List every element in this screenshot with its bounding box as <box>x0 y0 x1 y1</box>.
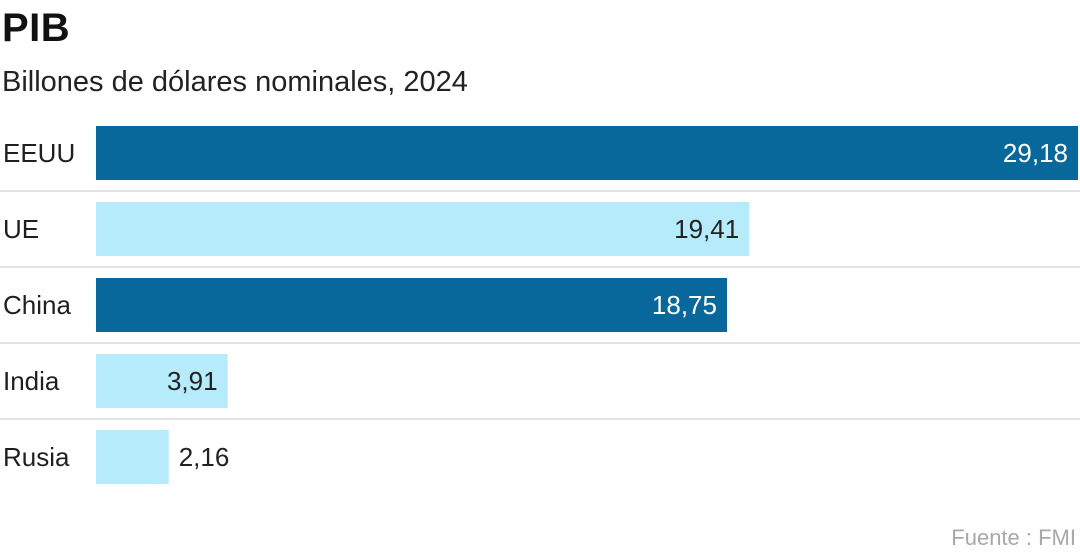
value-label: 3,91 <box>167 366 218 396</box>
value-label: 19,41 <box>674 214 739 244</box>
source-note: Fuente : FMI <box>951 525 1076 550</box>
bar <box>96 202 750 256</box>
chart-title: PIB <box>2 6 71 50</box>
value-label: 2,16 <box>179 442 230 472</box>
category-label: EEUU <box>3 138 75 168</box>
bar <box>96 278 727 332</box>
category-label: Rusia <box>3 442 70 472</box>
bar <box>96 430 169 484</box>
category-label: China <box>3 290 71 320</box>
value-label: 18,75 <box>652 290 717 320</box>
category-label: UE <box>3 214 39 244</box>
chart-subtitle: Billones de dólares nominales, 2024 <box>2 66 468 98</box>
bar <box>96 354 228 408</box>
value-label: 29,18 <box>1003 138 1068 168</box>
bar-chart: EEUU 29,18 UE 19,41 China 18,75 India 3,91 Rusia… <box>0 126 1080 484</box>
bar <box>96 126 1078 180</box>
category-label: India <box>3 366 60 396</box>
